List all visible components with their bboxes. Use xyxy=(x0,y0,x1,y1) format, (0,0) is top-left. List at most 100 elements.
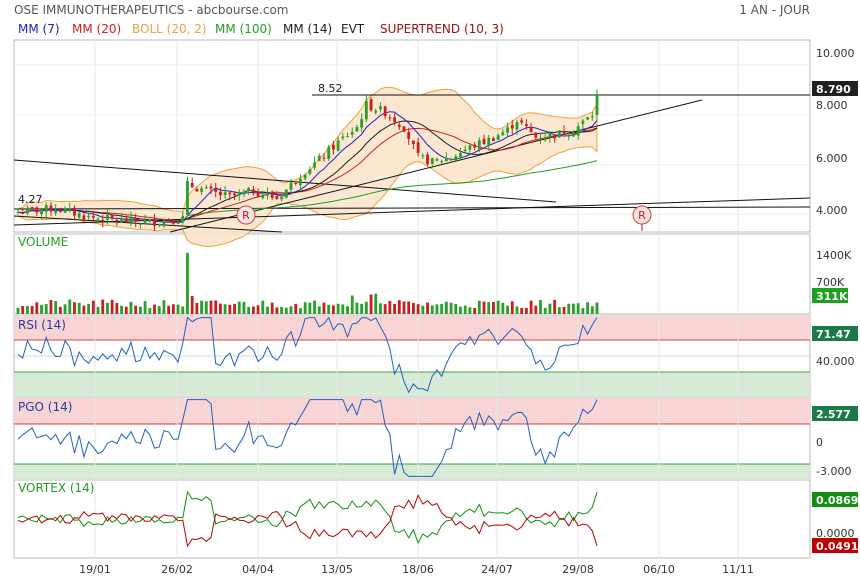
volume-bar xyxy=(54,301,58,314)
candle-body xyxy=(190,182,194,188)
volume-bar xyxy=(256,305,260,314)
candle-body xyxy=(459,152,462,158)
candle-body xyxy=(534,132,538,138)
candle-body xyxy=(35,207,39,213)
candle-body xyxy=(106,215,109,220)
candle-body xyxy=(412,140,415,144)
volume-bar xyxy=(572,303,575,314)
volume-bar xyxy=(96,306,100,314)
candle-body xyxy=(134,218,138,222)
candle-body xyxy=(195,188,199,192)
rsi-series xyxy=(17,316,598,394)
volume-bar xyxy=(426,302,429,314)
candle-body xyxy=(374,110,378,113)
candle-body xyxy=(214,188,218,192)
candle-body xyxy=(270,191,274,198)
volume-bar xyxy=(148,308,152,314)
candle-body xyxy=(49,205,53,212)
rsi-title: RSI (14) xyxy=(18,318,66,332)
zone-bands xyxy=(14,316,810,478)
candle-body xyxy=(251,189,255,194)
svg-text:R: R xyxy=(242,209,250,222)
candle-body xyxy=(327,146,331,159)
indicator-label: MM (20) xyxy=(72,22,121,36)
candle-body xyxy=(581,120,585,124)
candle-body xyxy=(101,219,105,222)
volume-bar xyxy=(44,304,48,314)
volume-bar xyxy=(308,302,312,314)
pgo-line xyxy=(17,399,598,477)
volume-bar xyxy=(289,306,293,314)
candle-body xyxy=(58,209,62,212)
volume-bar xyxy=(106,302,109,314)
volume-tick-700k: 700K xyxy=(816,276,845,289)
candle-body xyxy=(501,132,505,136)
candle-body xyxy=(331,144,335,150)
candle-body xyxy=(77,213,81,218)
candle-body xyxy=(63,208,67,213)
candle-body xyxy=(284,189,288,198)
volume-bar xyxy=(506,305,509,314)
candle-body xyxy=(360,119,364,128)
volume-bar xyxy=(40,304,43,314)
volume-bar xyxy=(35,302,39,314)
candle-body xyxy=(444,158,448,162)
price-tick-10: 10.000 xyxy=(816,47,855,60)
volume-bar xyxy=(16,307,20,314)
rsi-oversold-zone xyxy=(14,372,810,396)
volume-bar xyxy=(524,307,528,314)
volume-bar xyxy=(58,306,62,314)
price-tick-4: 4.000 xyxy=(816,204,848,217)
candle-body xyxy=(506,127,509,133)
candle-body xyxy=(341,136,345,139)
volume-bar xyxy=(581,308,585,314)
pgo-overbought-zone xyxy=(14,398,810,424)
moving-averages xyxy=(17,111,598,223)
volume-bar xyxy=(393,303,396,314)
candle-body xyxy=(435,159,439,161)
candle-body xyxy=(520,120,524,123)
volume-bar xyxy=(449,302,453,314)
volume-bar xyxy=(181,306,185,314)
volume-bar xyxy=(153,304,156,314)
indicator-label: MM (7) xyxy=(18,22,60,36)
volume-bar xyxy=(204,301,208,314)
candle-body xyxy=(524,124,528,126)
volume-bar xyxy=(492,301,495,314)
candle-body xyxy=(157,224,161,226)
candle-body xyxy=(280,196,284,200)
volume-bar xyxy=(416,304,420,314)
trend-line-3 xyxy=(169,99,703,233)
vortex-plus-series xyxy=(17,490,598,545)
volume-bar xyxy=(143,301,147,314)
candle-body xyxy=(176,222,180,224)
volume-bar xyxy=(30,306,34,314)
candle-body xyxy=(256,191,260,197)
candle-body xyxy=(440,161,444,163)
price-tick-6: 6.000 xyxy=(816,152,848,165)
volume-bar xyxy=(73,302,76,314)
pgo-tick-0: 0 xyxy=(816,436,823,449)
volume-bar xyxy=(539,300,542,314)
volume-bar xyxy=(548,303,552,314)
candle-body xyxy=(110,214,114,219)
svg-text:8.790: 8.790 xyxy=(816,83,851,96)
volume-bar xyxy=(435,304,439,314)
volume-bars xyxy=(16,252,599,314)
x-tick-19-01: 19/01 xyxy=(79,563,111,576)
candle-body xyxy=(416,142,420,153)
volume-bar xyxy=(444,301,448,314)
volume-bar xyxy=(430,305,434,314)
volume-bar xyxy=(383,304,387,314)
candle-body xyxy=(299,178,302,185)
volume-bar xyxy=(562,306,566,314)
candle-body xyxy=(87,215,91,218)
price-axis: 10.000 8.000 6.000 4.000 xyxy=(816,47,855,217)
rsi-line xyxy=(17,316,598,394)
candle-body xyxy=(129,216,133,223)
volume-bar xyxy=(77,302,81,314)
price-annotations: 8.52 4.27 R R xyxy=(18,82,652,231)
candle-body xyxy=(421,155,425,157)
price-last-tag: 8.790 xyxy=(812,81,858,96)
